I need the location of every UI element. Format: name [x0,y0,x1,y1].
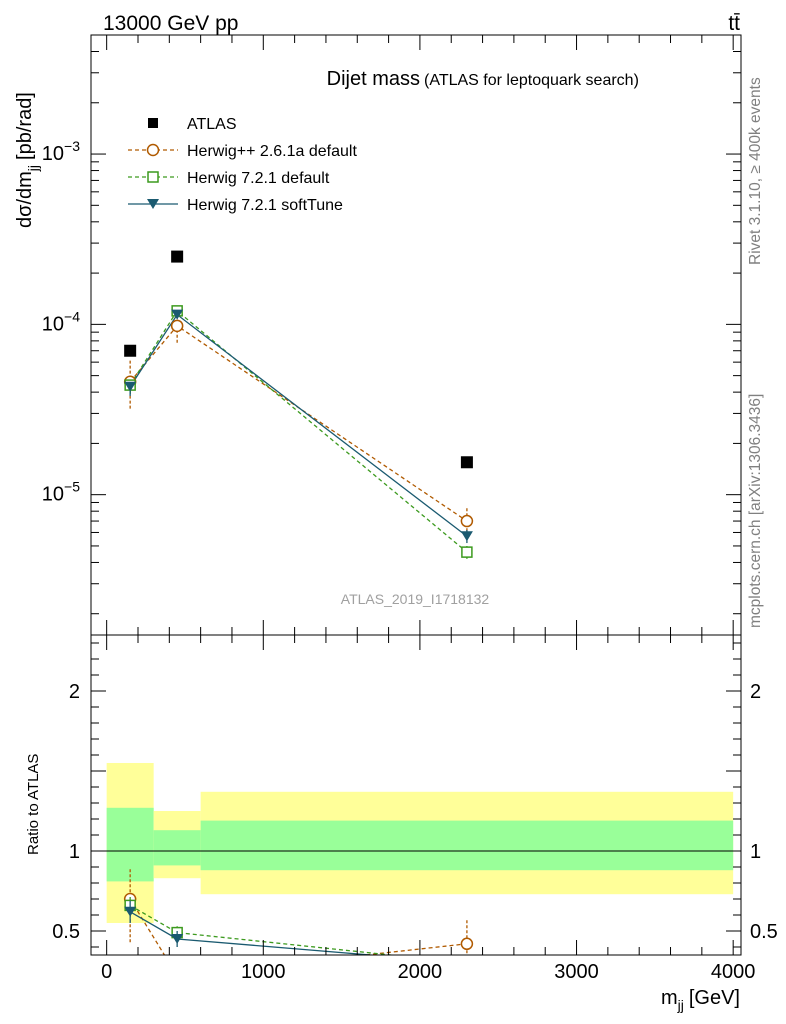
legend-label-herwig7-default: Herwig 7.2.1 default [187,170,330,187]
ratio-data-point [171,934,184,944]
ratio-series-line [129,904,397,955]
main-y-axis-title-sub: jj [25,165,41,172]
x-axis-title-sub: jj [677,997,684,1013]
main-y-tick-labels: 10−510−410−3 [42,138,80,506]
legend-marker-atlas [148,118,158,128]
ratio-data-point [461,958,473,968]
ratio-data-point [124,906,137,917]
ratio-y-tick-label-left: 2 [69,681,80,703]
x-axis-title-main: m [661,987,678,1009]
main-y-tick-label: 10−3 [42,138,80,165]
data-point [460,514,474,528]
data-point [460,531,473,542]
legend-entry-atlas: ATLAS [148,116,237,133]
chart-subtitle: (ATLAS for leptoquark search) [424,72,639,89]
ratio-plot-area [91,763,741,981]
legend-marker-herwig7-default [147,171,159,183]
chart-title: Dijet mass [327,68,420,90]
main-series-2 [129,306,468,559]
rivet-version-label: Rivet 3.1.10, ≥ 400k events [747,77,764,265]
main-y-tick-label-base: 10 [42,313,64,335]
main-plot-area [123,250,474,559]
main-y-tick-label-base: 10 [42,143,64,165]
legend-entry-herwig7-default: Herwig 7.2.1 default [128,170,330,187]
ratio-panel-frame [90,634,742,956]
main-series-markers-0 [124,250,473,469]
ratio-y-tick-label-left: 1 [69,841,80,863]
ratio-series-line [129,898,467,955]
main-axis-ticks [91,34,741,635]
legend-label-herwigpp: Herwig++ 2.6.1a default [187,143,357,160]
x-axis-title-units: [GeV] [689,987,740,1009]
data-point [171,250,184,263]
legend-marker-herwigpp [146,143,160,157]
ratio-band-inner [106,807,154,882]
header-process-label: tt̄ [728,12,740,35]
main-series-line [129,313,468,537]
main-y-tick-label-exp: −5 [64,479,80,495]
main-series-markers-2 [124,305,473,558]
legend-marker-herwig7-softtune [147,199,159,209]
analysis-watermark: ATLAS_2019_I1718132 [341,591,490,607]
ratio-band-inner [200,820,734,871]
ratio-axis-ticks [91,635,741,955]
ratio-panel: 0.5 0.5 1 1 2 2 0 1000 2000 3000 4000 Ratio to ATL… [25,634,778,1013]
main-series-1 [129,312,468,537]
x-tick-label: 3000 [554,961,599,983]
ratio-y-tick-label-right: 2 [750,681,761,703]
main-y-tick-label: 10−5 [42,479,80,506]
main-y-tick-label-exp: −3 [64,138,80,154]
data-point [460,456,473,469]
x-tick-label: 1000 [241,961,286,983]
data-point [124,344,137,357]
legend-entry-herwigpp: Herwig++ 2.6.1a default [128,143,357,160]
ratio-y-tick-label-right: 1 [750,841,761,863]
ratio-data-point [462,958,472,968]
legend-entry-herwig7-softtune: Herwig 7.2.1 softTune [128,197,343,214]
data-point [170,319,184,333]
main-y-tick-label-exp: −4 [64,308,80,324]
legend: ATLAS Herwig++ 2.6.1a default Herwig 7.2… [128,116,357,214]
main-y-axis-title: dσ/dmjj [pb/rad] [14,92,41,228]
ratio-tick-labels: 0.5 0.5 1 1 2 2 0 1000 2000 3000 4000 [52,681,778,983]
main-series-line [129,309,468,553]
main-series-markers-1 [123,319,474,528]
x-tick-label: 4000 [711,961,756,983]
legend-label-herwig7-softtune: Herwig 7.2.1 softTune [187,197,343,214]
ratio-series-3 [124,900,473,968]
data-point [124,381,137,392]
main-y-axis-title-main: dσ/dm [14,171,36,228]
mcplots-reference-label: mcplots.cern.ch [arXiv:1306.3436] [747,394,764,628]
main-series-markers-3 [124,309,473,542]
header-energy-label: 13000 GeV pp [103,12,238,35]
main-y-tick-label: 10−4 [42,308,80,335]
ratio-data-point [172,970,183,981]
main-y-axis-title-units: [pb/rad] [14,92,36,160]
ratio-data-point [460,937,474,951]
ratio-y-tick-label-right: 0.5 [750,921,778,943]
main-series-3 [129,310,468,544]
data-point [461,546,473,558]
data-point [171,309,184,320]
legend-label-atlas: ATLAS [187,116,237,133]
ratio-band-inner [153,830,201,866]
ratio-y-axis-title: Ratio to ATLAS [25,754,42,855]
main-series-line [129,324,468,522]
main-y-tick-label-base: 10 [42,484,64,506]
main-panel: 10−510−410−3 Dijet mass (ATLAS for lepto… [14,34,742,636]
ratio-y-tick-label-left: 0.5 [52,921,80,943]
x-tick-label: 0 [101,961,112,983]
x-tick-label: 2000 [398,961,443,983]
x-axis-title: mjj [GeV] [661,987,740,1013]
